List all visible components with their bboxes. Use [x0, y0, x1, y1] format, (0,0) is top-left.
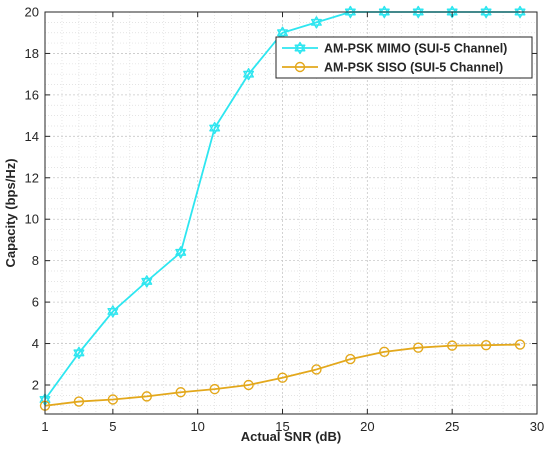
- y-tick-label: 8: [32, 253, 39, 268]
- data-point: [514, 339, 526, 350]
- legend: AM-PSK MIMO (SUI-5 Channel) AM-PSK SISO (…: [275, 36, 533, 79]
- y-tick-label: 12: [25, 170, 39, 185]
- legend-entry: AM-PSK MIMO (SUI-5 Channel): [282, 42, 507, 56]
- data-point: [209, 121, 221, 135]
- legend-swatch-marker: [294, 41, 306, 55]
- data-point: [243, 379, 254, 391]
- data-point: [107, 394, 119, 405]
- y-tick-label: 6: [32, 295, 39, 310]
- data-point: [209, 383, 220, 395]
- legend-entry: AM-PSK SISO (SUI-5 Channel): [282, 61, 503, 75]
- data-point: [277, 26, 288, 39]
- x-tick-label: 25: [445, 419, 459, 434]
- legend-entries: AM-PSK MIMO (SUI-5 Channel) AM-PSK SISO (…: [282, 42, 507, 75]
- series-2: [39, 339, 526, 411]
- y-tick-label: 4: [32, 336, 39, 351]
- data-point: [378, 5, 390, 19]
- data-point: [412, 5, 424, 19]
- data-point: [514, 5, 526, 19]
- legend-swatch-marker: [294, 61, 306, 73]
- legend-label: AM-PSK SISO (SUI-5 Channel): [324, 61, 503, 75]
- x-axis-label: Actual SNR (dB): [241, 429, 341, 444]
- y-tick-label: 18: [25, 46, 39, 61]
- data-point: [107, 305, 119, 318]
- y-tick-label: 16: [25, 87, 39, 102]
- y-tick-label: 14: [25, 129, 39, 144]
- y-tick-label: 2: [32, 377, 39, 392]
- legend-label: AM-PSK MIMO (SUI-5 Channel): [324, 42, 507, 56]
- data-point: [73, 396, 85, 407]
- data-point: [141, 391, 152, 402]
- data-point: [310, 16, 322, 29]
- data-point: [243, 67, 255, 81]
- data-point: [345, 353, 356, 365]
- x-tick-label: 15: [275, 419, 289, 434]
- data-point: [277, 372, 288, 383]
- data-point: [73, 346, 85, 360]
- series-line: [44, 343, 521, 407]
- y-axis-label: Capacity (bps/Hz): [3, 158, 18, 267]
- data-point: [480, 5, 492, 19]
- data-point: [379, 346, 390, 358]
- data-point: [175, 246, 187, 259]
- x-tick-label: 10: [190, 419, 204, 434]
- data-point: [175, 387, 186, 398]
- legend-box: [275, 36, 533, 79]
- data-point: [344, 5, 356, 19]
- y-tick-label: 10: [25, 212, 39, 227]
- plot-frame: [44, 11, 538, 415]
- data-point: [141, 275, 153, 288]
- data-point: [311, 364, 322, 375]
- y-tick-label: 20: [25, 5, 39, 20]
- x-tick-label: 5: [109, 419, 116, 434]
- x-tick-label: 30: [530, 419, 544, 434]
- x-tick-label: 20: [360, 419, 374, 434]
- data-point: [480, 340, 492, 351]
- data-point: [446, 340, 458, 351]
- x-tick-label: 1: [41, 419, 48, 434]
- data-point: [413, 342, 424, 353]
